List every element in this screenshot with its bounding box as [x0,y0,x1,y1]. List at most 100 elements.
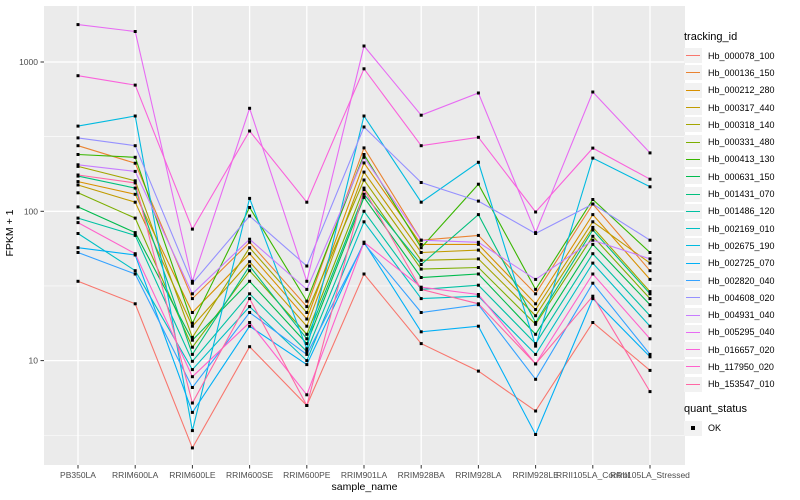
legend-key-box [684,342,702,358]
legend-line-swatch [686,331,700,333]
legend-item: Hb_000078_100 [684,47,799,64]
legend-title-quant-status: quant_status [684,402,747,415]
legend-label: Hb_004931_040 [708,310,775,321]
x-tick-label: RRII105LA_Stressed [610,470,690,480]
legend-key-box [684,100,702,116]
legend-line-swatch [686,141,700,143]
x-tick-label: RRIM600LE [169,470,216,480]
x-tick-label: RRIM600SE [226,470,274,480]
x-tick-label: RRIM928LE [512,470,559,480]
legend-key-box [684,203,702,219]
legend-item: Hb_000136_150 [684,64,799,81]
legend-item-quant-ok: OK [684,420,799,437]
legend-label: Hb_001431_070 [708,189,775,200]
legend-line-swatch [686,158,700,160]
legend-key-box [684,307,702,323]
legend-item: Hb_000331_480 [684,133,799,150]
legend-line-swatch [686,366,700,368]
legend-label: Hb_153547_010 [708,379,775,390]
y-tick-label: 1000 [19,57,38,67]
legend-line-swatch [686,280,700,281]
legend-key-box [684,359,702,375]
legend-key-box [684,65,702,81]
legend-label: Hb_004608_020 [708,292,775,303]
legend-line-swatch [686,349,700,351]
legend-line-swatch [686,245,700,247]
legend-label: Hb_000317_440 [708,102,775,113]
legend-line-swatch [686,297,700,299]
legend-line-swatch [686,383,700,385]
legend-label: Hb_000413_130 [708,154,775,165]
legend-item: Hb_002820_040 [684,272,799,289]
legend-label: Hb_002169_010 [708,223,775,234]
legend-label: Hb_117950_020 [708,361,774,372]
legend-item: Hb_001486_120 [684,203,799,220]
legend-label: Hb_000212_280 [708,85,775,96]
legend-key-box [684,82,702,98]
legend-item: Hb_000631_150 [684,168,799,185]
legend-label: Hb_002675_190 [708,240,775,251]
legend-item: Hb_004931_040 [684,306,799,323]
legend-line-swatch [686,89,700,91]
x-tick-label: RRIM600PE [283,470,331,480]
legend-key-box [684,169,702,185]
legend-key-box [684,290,702,306]
legend-label: Hb_000331_480 [708,137,775,148]
legend-key-box [684,186,702,202]
y-tick-label: 100 [24,206,38,216]
legend-item: Hb_000212_280 [684,82,799,99]
legend-line-swatch [686,262,700,264]
legend-line-swatch [686,55,700,57]
legend-title-tracking-id: tracking_id [684,31,738,43]
legend-key-box [684,134,702,150]
legend: tracking_id Hb_000078_100 Hb_000136_150 Hb… [684,30,799,437]
legend-key-box [684,151,702,167]
x-tick-label: PB350LA [60,470,96,480]
legend-item: Hb_000413_130 [684,151,799,168]
legend-key-box [684,376,702,392]
legend-item: Hb_000317_440 [684,99,799,116]
legend-item: Hb_117950_020 [684,358,799,375]
legend-label: Hb_016657_020 [708,344,775,355]
legend-line-swatch [686,72,700,74]
legend-key-box [684,238,702,254]
legend-item: Hb_016657_020 [684,341,799,358]
x-tick-label: RRII105LA_Control [556,470,630,480]
legend-line-swatch [686,176,700,178]
legend-item: Hb_002725_070 [684,255,799,272]
legend-key-box [684,420,702,436]
legend-line-swatch [686,193,700,195]
axes: 10 100 1000 PB350LA RRIM600LA RRIM600LE RRIM60… [19,57,690,480]
point-markers [76,23,652,450]
legend-item: Hb_153547_010 [684,376,799,393]
y-axis-title: FPKM + 1 [4,209,16,257]
x-tick-label: RRIM928BA [398,470,446,480]
legend-item: Hb_002169_010 [684,220,799,237]
legend-key-box [684,117,702,133]
legend-line-swatch [686,228,700,230]
legend-label: Hb_001486_120 [708,206,775,217]
legend-item: Hb_000318_140 [684,116,799,133]
legend-label: Hb_000631_150 [708,171,775,182]
legend-label: Hb_002820_040 [708,275,775,286]
legend-label: OK [708,423,722,434]
point-marker-icon [691,426,695,431]
x-tick-label: RRIM600LA [112,470,159,480]
legend-item: Hb_004608_020 [684,289,799,306]
legend-key-box [684,48,702,64]
legend-key-box [684,255,702,271]
legend-key-box [684,324,702,340]
x-axis-title: sample_name [331,481,398,493]
legend-item: Hb_002675_190 [684,237,799,254]
legend-line-swatch [686,314,700,316]
legend-label: Hb_000136_150 [708,67,775,78]
legend-key-box [684,221,702,237]
legend-items: Hb_000078_100 Hb_000136_150 Hb_000212_280 H… [684,47,799,393]
y-tick-label: 10 [29,356,39,366]
legend-label: Hb_000078_100 [708,50,775,61]
legend-key-box [684,273,702,288]
x-tick-label: RRIM901LA [341,470,388,480]
legend-item: Hb_005295_040 [684,324,799,341]
